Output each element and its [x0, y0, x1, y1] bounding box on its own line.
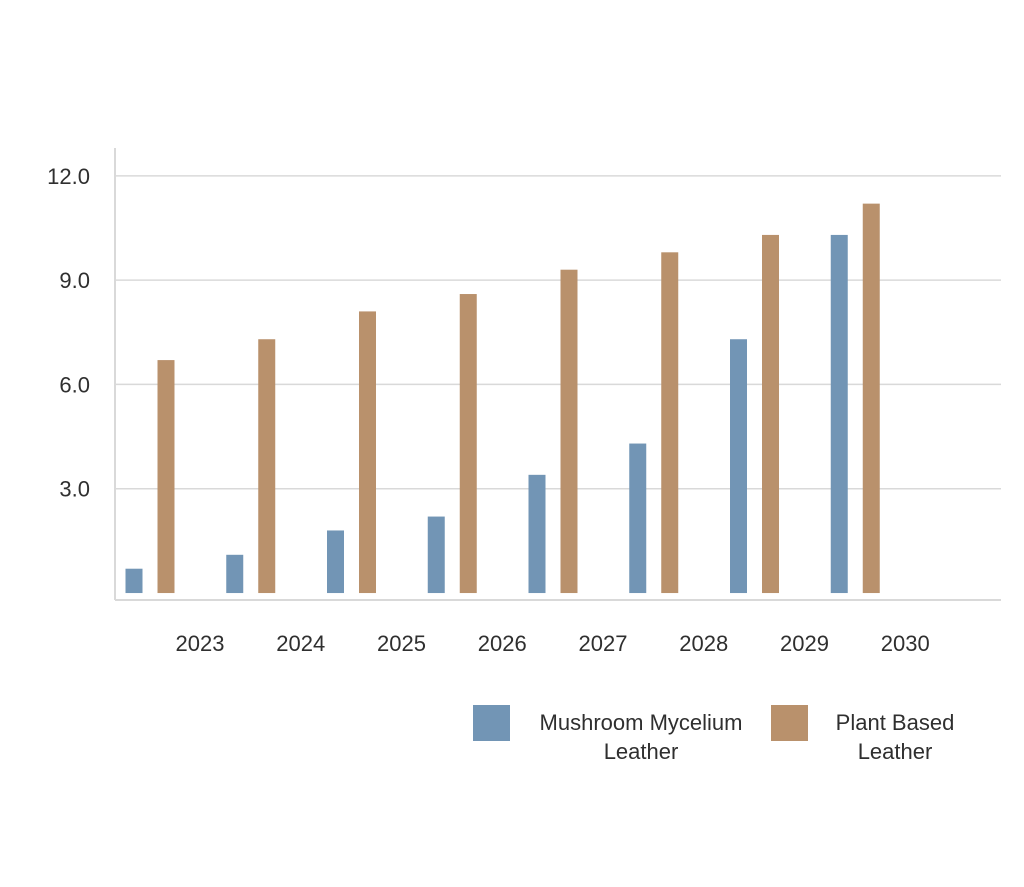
bar-mushroom-mycelium-2024: [226, 554, 244, 594]
legend-swatch: [771, 705, 808, 741]
x-tick-label: 2029: [780, 631, 829, 656]
bar-mushroom-mycelium-2025: [327, 530, 344, 594]
bars: [125, 203, 880, 594]
x-tick-label: 2026: [478, 631, 527, 656]
y-tick-label: 3.0: [59, 477, 90, 502]
x-tick-label: 2030: [881, 631, 930, 656]
legend-label: Plant Based: [836, 710, 955, 735]
bar-plant-based-2029: [762, 234, 779, 594]
bar-mushroom-mycelium-2027: [528, 474, 546, 594]
bar-mushroom-mycelium-2030: [830, 234, 848, 594]
y-tick-labels: 3.0 6.0 9.0 12.0: [47, 164, 90, 502]
bar-plant-based-2026: [459, 294, 477, 594]
x-tick-label: 2024: [276, 631, 325, 656]
legend-label: Leather: [604, 739, 679, 764]
x-tick-label: 2023: [176, 631, 225, 656]
bar-plant-based-2025: [359, 311, 376, 594]
legend-item: Plant Based Leather: [771, 705, 954, 764]
legend-swatch: [473, 705, 510, 741]
x-tick-label: 2028: [679, 631, 728, 656]
x-tick-labels: 2023 2024 2025 2026 2027 2028 2029 2030: [176, 631, 930, 656]
bar-mushroom-mycelium-2029: [730, 339, 747, 594]
legend: Mushroom Mycelium Leather Plant Based Leath…: [473, 705, 954, 764]
y-tick-label: 9.0: [59, 268, 90, 293]
x-tick-label: 2025: [377, 631, 426, 656]
bar-plant-based-2024: [258, 339, 276, 594]
bar-mushroom-mycelium-2028: [629, 443, 647, 594]
y-tick-label: 12.0: [47, 164, 90, 189]
y-tick-label: 6.0: [59, 372, 90, 397]
bar-plant-based-2023: [157, 360, 175, 594]
bar-mushroom-mycelium-2026: [427, 516, 445, 594]
legend-label: Mushroom Mycelium: [540, 710, 743, 735]
legend-item: Mushroom Mycelium Leather: [473, 705, 742, 764]
bar-plant-based-2030: [862, 203, 880, 594]
bar-plant-based-2027: [560, 269, 578, 594]
bar-plant-based-2028: [661, 252, 679, 594]
x-tick-label: 2027: [579, 631, 628, 656]
legend-label: Leather: [858, 739, 933, 764]
bar-mushroom-mycelium-2023: [125, 568, 143, 594]
